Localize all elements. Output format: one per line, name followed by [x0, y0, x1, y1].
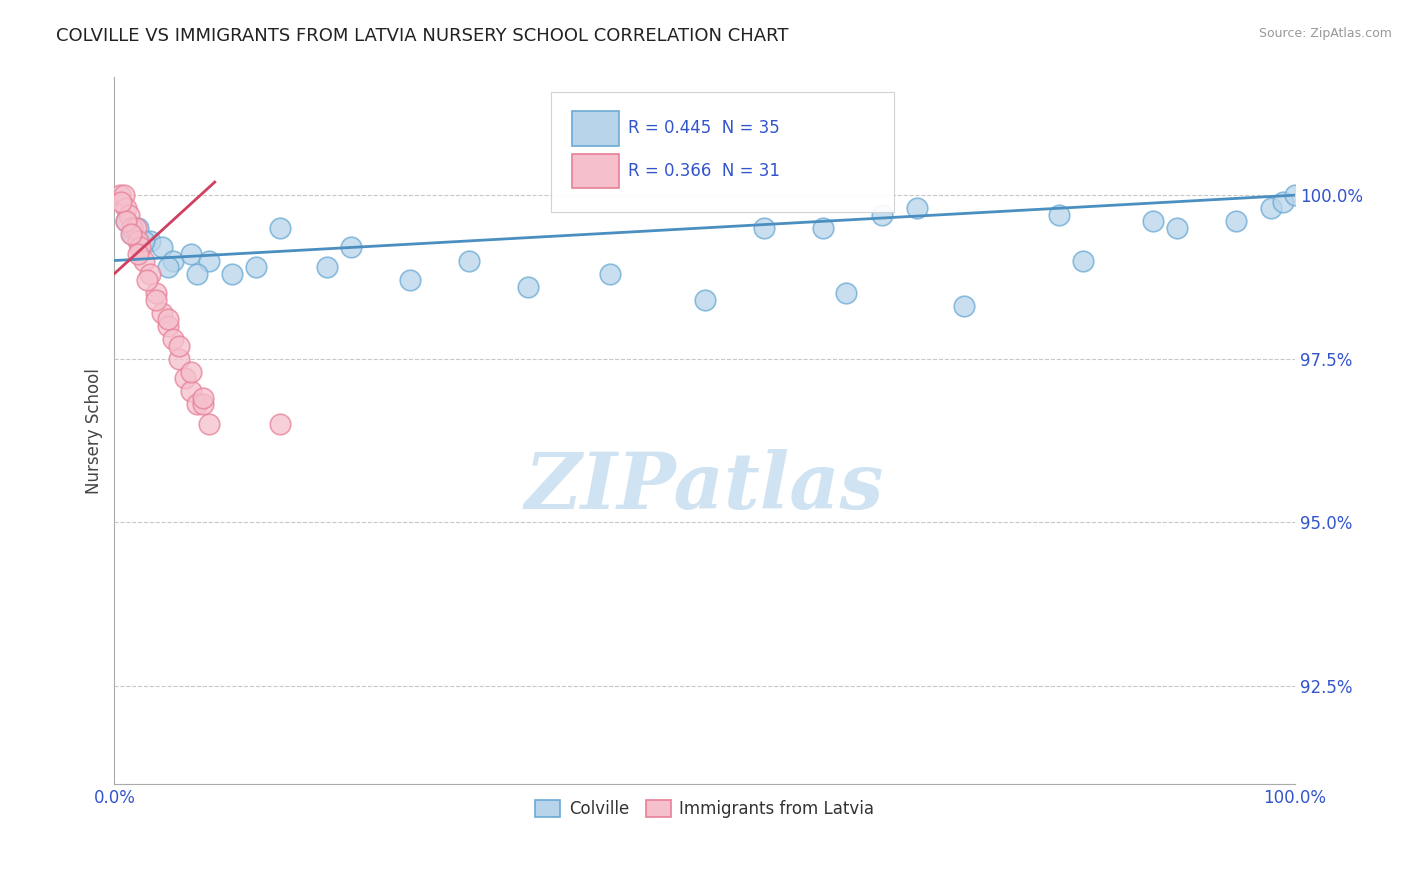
Point — [1225, 214, 1247, 228]
Text: COLVILLE VS IMMIGRANTS FROM LATVIA NURSERY SCHOOL CORRELATION CHART: COLVILLE VS IMMIGRANTS FROM LATVIA NURSE… — [56, 27, 789, 45]
Point — [835, 286, 858, 301]
Point — [186, 397, 208, 411]
Text: R = 0.445  N = 35: R = 0.445 N = 35 — [628, 120, 780, 137]
Point — [120, 227, 142, 242]
Point — [156, 312, 179, 326]
Text: Source: ZipAtlas.com: Source: ZipAtlas.com — [1258, 27, 1392, 40]
Point — [132, 253, 155, 268]
Point — [1166, 220, 1188, 235]
Point — [269, 220, 291, 235]
Point — [162, 253, 184, 268]
Point — [1284, 188, 1306, 202]
Point — [112, 188, 135, 202]
Point — [127, 247, 149, 261]
Point — [115, 214, 138, 228]
Point — [1272, 194, 1295, 209]
Point — [905, 201, 928, 215]
Text: ZIPatlas: ZIPatlas — [524, 449, 884, 525]
Point — [180, 365, 202, 379]
Point — [121, 220, 143, 235]
Point — [1260, 201, 1282, 215]
Point — [221, 267, 243, 281]
Point — [169, 338, 191, 352]
Point — [398, 273, 420, 287]
Point — [316, 260, 339, 274]
Point — [150, 240, 173, 254]
Point — [180, 247, 202, 261]
Point — [516, 279, 538, 293]
Point — [150, 306, 173, 320]
Point — [811, 220, 834, 235]
Point — [121, 227, 143, 242]
Point — [953, 299, 976, 313]
Point — [162, 332, 184, 346]
Point — [110, 194, 132, 209]
FancyBboxPatch shape — [572, 153, 619, 188]
Point — [198, 417, 221, 431]
Point — [191, 397, 214, 411]
Point — [169, 351, 191, 366]
Point — [1047, 208, 1070, 222]
Point — [191, 391, 214, 405]
Point — [129, 240, 152, 254]
Point — [127, 220, 149, 235]
FancyBboxPatch shape — [551, 92, 894, 211]
Point — [752, 220, 775, 235]
Point — [127, 234, 149, 248]
Point — [339, 240, 361, 254]
Point — [457, 253, 479, 268]
Point — [145, 286, 167, 301]
Point — [156, 318, 179, 333]
Point — [132, 234, 155, 248]
Point — [1071, 253, 1094, 268]
Point — [136, 273, 159, 287]
Point — [174, 371, 197, 385]
Point — [115, 214, 138, 228]
Point — [269, 417, 291, 431]
Point — [139, 234, 162, 248]
Point — [186, 267, 208, 281]
Point — [198, 253, 221, 268]
Point — [693, 293, 716, 307]
Y-axis label: Nursery School: Nursery School — [86, 368, 103, 493]
Point — [145, 293, 167, 307]
Point — [110, 188, 132, 202]
Text: R = 0.366  N = 31: R = 0.366 N = 31 — [628, 161, 780, 179]
Point — [245, 260, 267, 274]
Point — [1142, 214, 1164, 228]
FancyBboxPatch shape — [572, 112, 619, 146]
Legend: Colville, Immigrants from Latvia: Colville, Immigrants from Latvia — [529, 793, 880, 825]
Point — [115, 201, 138, 215]
Point — [124, 220, 146, 235]
Point — [139, 267, 162, 281]
Point — [870, 208, 893, 222]
Point — [599, 267, 621, 281]
Point — [156, 260, 179, 274]
Point — [180, 384, 202, 399]
Point — [117, 208, 139, 222]
